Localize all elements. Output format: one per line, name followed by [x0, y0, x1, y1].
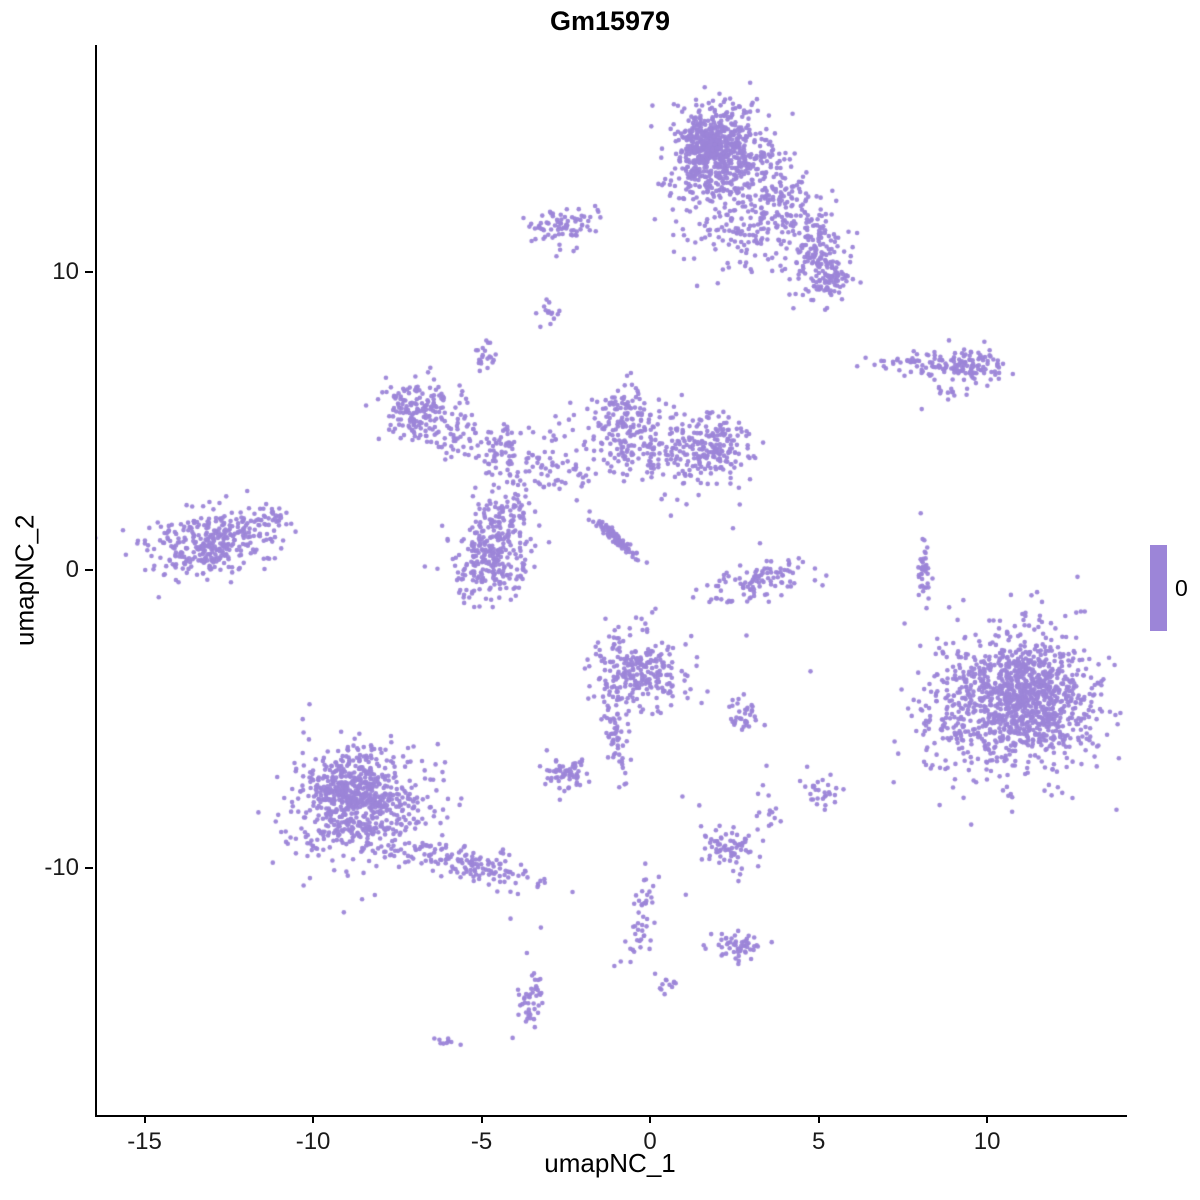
legend-color-bar: [1150, 545, 1167, 631]
y-tick-mark: [85, 569, 93, 572]
plot-title: Gm15979: [549, 6, 671, 36]
y-tick-mark: [85, 271, 93, 274]
y-axis-title: umapNC_2: [9, 514, 40, 646]
legend-value-label: 0: [1175, 574, 1188, 601]
y-tick-mark: [85, 866, 93, 869]
scatter-points-canvas: [97, 45, 1127, 1115]
plot-panel: [95, 45, 1127, 1117]
x-axis-title: umapNC_1: [544, 1148, 676, 1178]
legend: 0: [1150, 545, 1188, 631]
